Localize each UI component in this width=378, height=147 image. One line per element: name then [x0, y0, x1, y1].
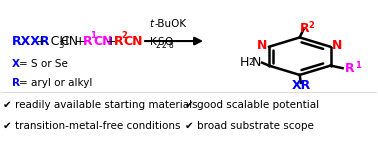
Text: + CH: + CH [36, 35, 69, 47]
Text: CN: CN [61, 35, 79, 47]
Text: N: N [257, 39, 267, 52]
Text: 2: 2 [121, 31, 127, 40]
Text: O: O [164, 37, 173, 47]
Text: H: H [240, 56, 249, 69]
Text: N: N [252, 56, 261, 69]
Text: 2: 2 [308, 21, 314, 30]
Text: t: t [150, 19, 154, 29]
Text: 8: 8 [169, 41, 174, 50]
Text: ✔ broad substrate scope: ✔ broad substrate scope [185, 121, 314, 131]
Text: RXXR: RXXR [12, 35, 50, 47]
Text: X: X [12, 59, 20, 69]
Text: 2: 2 [248, 58, 253, 67]
Text: 3: 3 [59, 41, 64, 50]
Text: N: N [332, 39, 342, 52]
Text: 2: 2 [162, 41, 167, 50]
Text: = aryl or alkyl: = aryl or alkyl [19, 78, 92, 88]
Text: R: R [344, 62, 354, 75]
Text: 1: 1 [90, 31, 96, 40]
Text: CN: CN [124, 35, 143, 47]
Text: ✔ good scalable potential: ✔ good scalable potential [185, 100, 319, 110]
Text: -BuOK: -BuOK [155, 19, 187, 29]
Text: +: + [74, 35, 85, 47]
Text: +: + [106, 35, 116, 47]
Text: R: R [83, 35, 93, 47]
Text: XR: XR [292, 78, 311, 92]
Text: R: R [299, 22, 309, 35]
Text: ✔ readily available starting materials: ✔ readily available starting materials [3, 100, 198, 110]
Text: = S or Se: = S or Se [19, 59, 68, 69]
Text: R: R [12, 78, 20, 88]
Text: 2: 2 [155, 41, 160, 50]
Text: CN: CN [93, 35, 112, 47]
Text: S: S [158, 37, 164, 47]
Text: R: R [114, 35, 124, 47]
Text: 1: 1 [355, 61, 361, 70]
Text: ✔ transition-metal-free conditions: ✔ transition-metal-free conditions [3, 121, 181, 131]
Text: K: K [150, 37, 156, 47]
